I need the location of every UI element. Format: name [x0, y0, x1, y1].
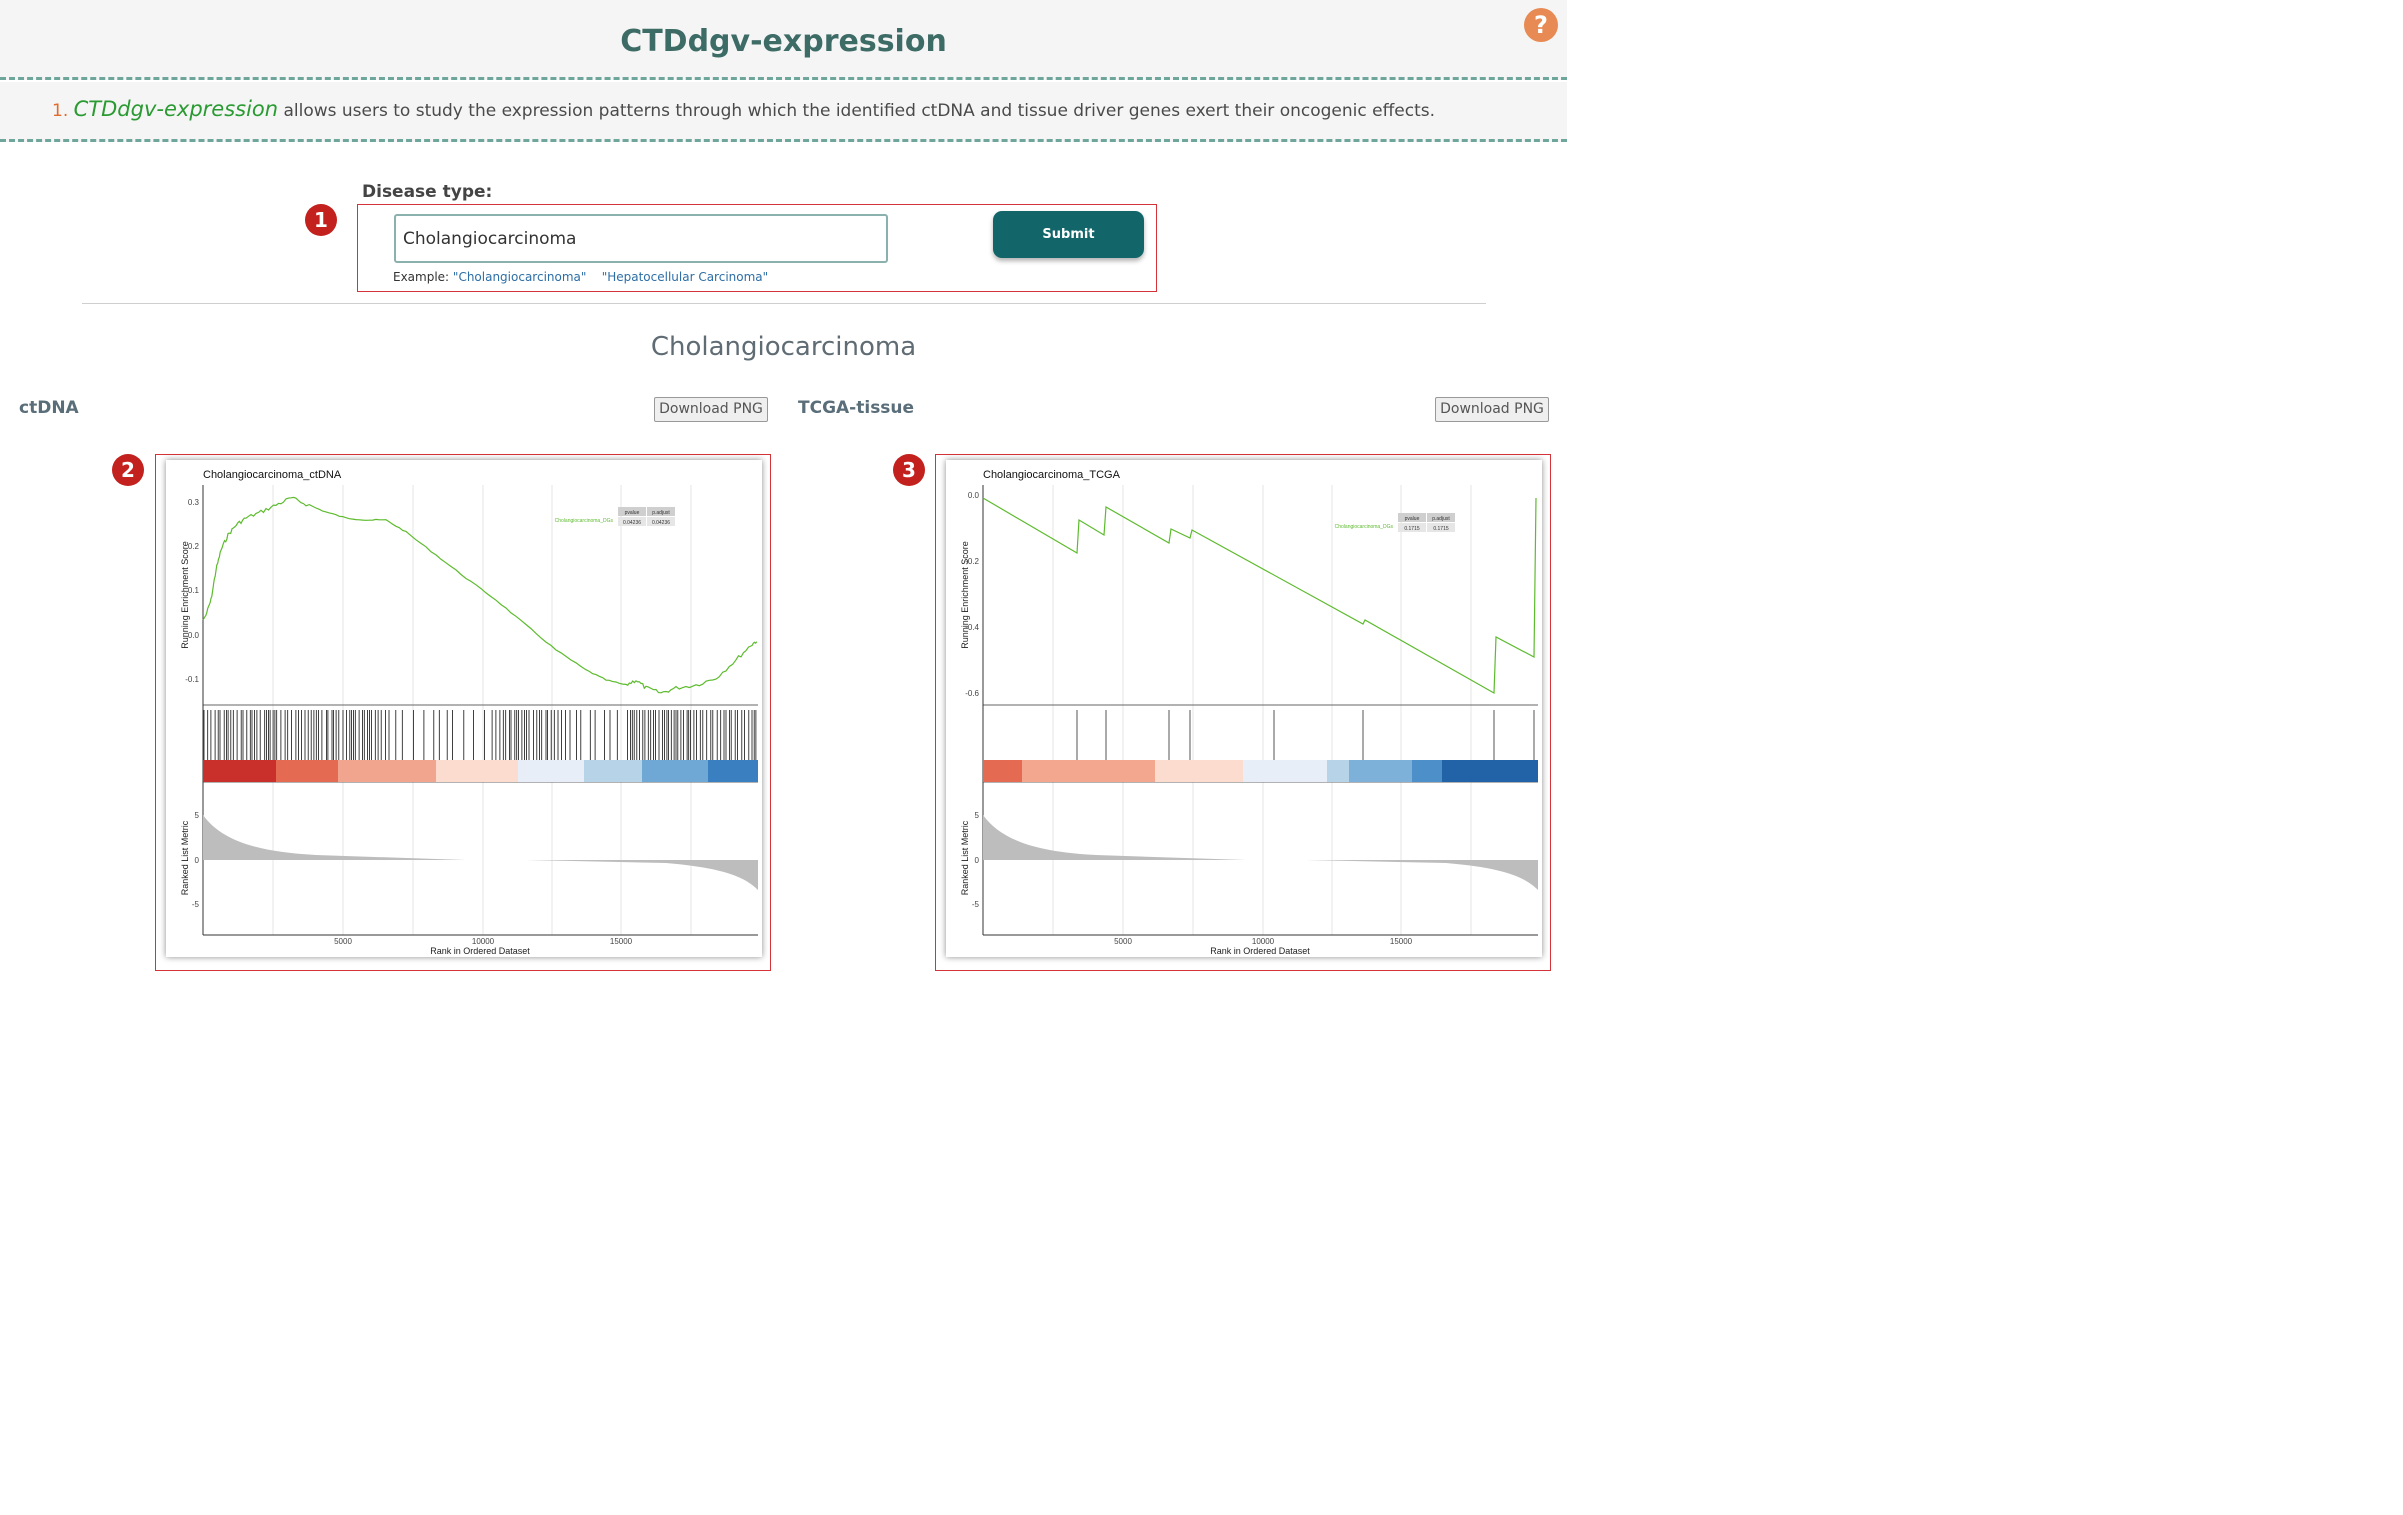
legend-table-header-cell — [647, 507, 675, 516]
ctdna-plot-frame: Cholangiocarcinoma_ctDNA 0.3 0.2 — [155, 454, 771, 971]
bottom-y-tick: 0 — [195, 856, 200, 865]
x-tick: 10000 — [1252, 937, 1275, 946]
x-axis-label: Rank in Ordered Dataset — [1210, 946, 1310, 956]
bottom-y-tick: 5 — [195, 811, 200, 820]
y-tick: 0.0 — [188, 631, 200, 640]
bottom-y-tick: 0 — [975, 856, 980, 865]
ctdna-gsea-svg: Cholangiocarcinoma_ctDNA 0.3 0.2 — [180, 469, 758, 956]
legend-table-value-cell — [618, 517, 646, 526]
submit-button[interactable]: Submit — [993, 211, 1144, 258]
legend-table-value-cell — [1398, 523, 1426, 532]
ranked-metric-negative-area — [526, 860, 758, 890]
description-body: allows users to study the expression pat… — [278, 101, 1436, 121]
tcga-gsea-svg: Cholangiocarcinoma_TCGA 0.0 -0.2 -0.4 — [960, 469, 1538, 956]
description-bar: 1. CTDdgv-expression allows users to stu… — [0, 82, 1567, 142]
legend-table-value: 0.1715 — [1433, 526, 1449, 532]
x-tick: 10000 — [472, 937, 495, 946]
bottom-y-tick: -5 — [192, 900, 200, 909]
example-prefix: Example: — [393, 270, 453, 284]
step-badge-2: 2 — [112, 454, 144, 486]
legend-table-header: p.adjust — [652, 510, 670, 516]
legend-series-name: Cholangiocarcinoma_DGs — [555, 518, 614, 524]
legend-table-header-cell — [1398, 513, 1426, 522]
y-axis-label-bottom: Ranked List Metric — [960, 820, 970, 895]
legend-table-header: pvalue — [625, 510, 640, 516]
x-tick: 15000 — [1390, 937, 1413, 946]
download-png-button-ctdna[interactable]: Download PNG — [654, 397, 768, 422]
tcga-gsea-plot: Cholangiocarcinoma_TCGA 0.0 -0.2 -0.4 — [946, 460, 1542, 957]
description-text: 1. CTDdgv-expression allows users to stu… — [52, 97, 1435, 121]
x-axis-label: Rank in Ordered Dataset — [430, 946, 530, 956]
legend-table-value-cell — [1427, 523, 1455, 532]
ctdna-gsea-plot: Cholangiocarcinoma_ctDNA 0.3 0.2 — [166, 460, 762, 957]
bottom-y-tick: -5 — [972, 900, 980, 909]
y-axis-label-bottom: Ranked List Metric — [180, 820, 190, 895]
rank-color-band — [203, 760, 758, 782]
divider — [82, 303, 1486, 304]
tcga-tissue-label: TCGA-tissue — [798, 398, 915, 418]
step-badge-1: 1 — [305, 204, 337, 236]
form-highlight-box — [357, 204, 1157, 292]
download-png-button-tcga[interactable]: Download PNG — [1435, 397, 1549, 422]
y-tick: 0.3 — [188, 498, 200, 507]
tcga-plot-frame: Cholangiocarcinoma_TCGA 0.0 -0.2 -0.4 — [935, 454, 1551, 971]
legend-table-header-cell — [618, 507, 646, 516]
legend-table-header-cell — [1427, 513, 1455, 522]
step-badge-3: 3 — [893, 454, 925, 486]
gene-hit-ticks — [203, 710, 757, 760]
example-link-cholangiocarcinoma[interactable]: "Cholangiocarcinoma" — [452, 270, 587, 284]
description-number: 1. — [52, 101, 69, 121]
ranked-metric-negative-area — [1306, 860, 1538, 890]
page-title: CTDdgv-expression — [620, 24, 947, 59]
legend-table-value: 0.1715 — [1404, 526, 1420, 532]
legend-table-value: 0.04236 — [623, 520, 641, 526]
disease-type-input[interactable] — [394, 214, 888, 263]
running-score-curve — [982, 497, 1537, 695]
legend-table-value-cell — [647, 517, 675, 526]
x-tick: 5000 — [1114, 937, 1132, 946]
result-title: Cholangiocarcinoma — [650, 332, 917, 362]
y-tick: 0.0 — [968, 491, 980, 500]
vertical-gridlines — [1052, 485, 1472, 935]
example-link-hepatocellular[interactable]: "Hepatocellular Carcinoma" — [601, 270, 769, 284]
running-score-curve — [202, 496, 758, 694]
y-tick: 0.1 — [188, 586, 200, 595]
disease-type-label: Disease type: — [362, 182, 493, 202]
question-icon[interactable]: ? — [1524, 8, 1558, 42]
plot-title: Cholangiocarcinoma_ctDNA — [203, 469, 342, 481]
y-tick: -0.6 — [965, 689, 979, 698]
example-line: Example: "Cholangiocarcinoma" "Hepatocel… — [393, 270, 768, 284]
x-tick: 15000 — [610, 937, 633, 946]
plot-title: Cholangiocarcinoma_TCGA — [983, 469, 1121, 481]
x-tick: 5000 — [334, 937, 352, 946]
y-tick: -0.2 — [965, 557, 979, 566]
header: CTDdgv-expression ? — [0, 0, 1567, 80]
y-axis-label-top: Running Enrichment Score — [960, 541, 970, 649]
bottom-y-tick: 5 — [975, 811, 980, 820]
legend-table-value: 0.04236 — [652, 520, 670, 526]
page: { "header": { "title": "CTDdgv-expressio… — [0, 0, 1567, 990]
y-tick: -0.4 — [965, 623, 979, 632]
y-tick: 0.2 — [188, 542, 200, 551]
y-tick: -0.1 — [185, 675, 199, 684]
rank-color-band — [983, 760, 1538, 782]
legend-table-header: p.adjust — [1432, 516, 1450, 522]
gene-hit-ticks — [1076, 710, 1535, 760]
ranked-metric-positive-area — [203, 815, 466, 860]
legend-table-header: pvalue — [1405, 516, 1420, 522]
ranked-metric-positive-area — [983, 815, 1246, 860]
description-brand: CTDdgv-expression — [73, 97, 279, 121]
ctdna-label: ctDNA — [19, 398, 79, 418]
legend-series-name: Cholangiocarcinoma_DGs — [1335, 524, 1394, 530]
y-axis-label-top: Running Enrichment Score — [180, 541, 190, 649]
